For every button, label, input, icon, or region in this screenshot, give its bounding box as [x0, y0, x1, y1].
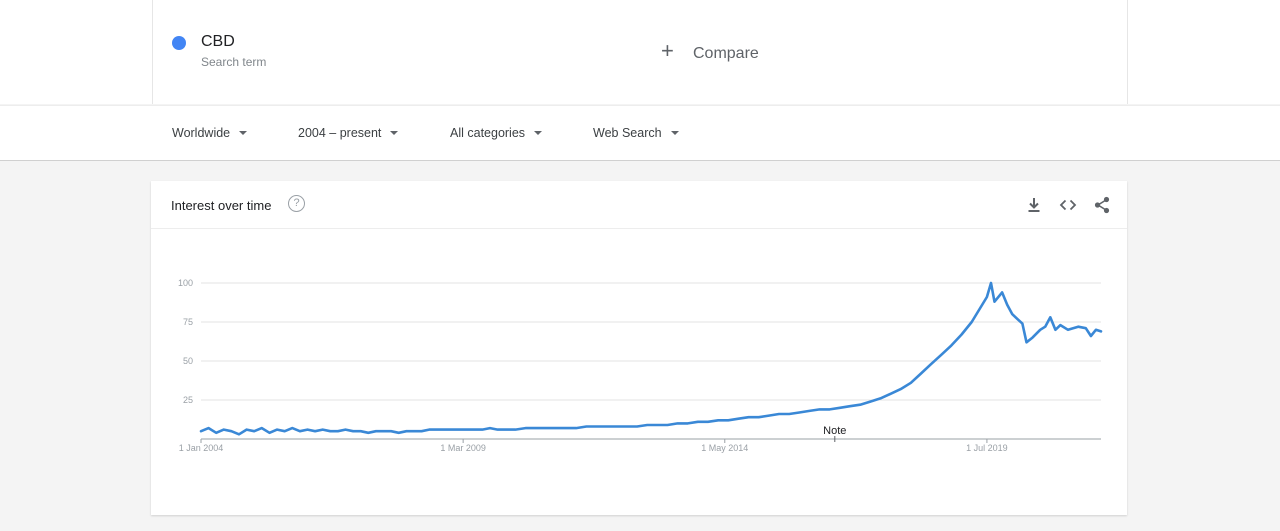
y-tick-label: 25	[183, 395, 193, 405]
plus-icon: +	[661, 38, 674, 63]
y-tick-label: 75	[183, 317, 193, 327]
download-icon[interactable]	[1024, 195, 1044, 215]
filter-time-label: 2004 – present	[298, 126, 382, 140]
panel-title: Interest over time	[171, 198, 272, 213]
search-term-subtitle: Search term	[201, 55, 267, 69]
search-term-color-dot	[172, 36, 186, 50]
interest-over-time-panel: Interest over time ? 25 50 75 100 1 Jan 2004…	[151, 181, 1127, 515]
x-tick-label: 1 May 2014	[701, 443, 748, 453]
caret-down-icon	[534, 131, 543, 135]
filter-search-type-label: Web Search	[593, 126, 662, 140]
filter-category-label: All categories	[450, 126, 526, 140]
compare-label: Compare	[693, 45, 759, 62]
x-tick-label: 1 Jul 2019	[966, 443, 1008, 453]
x-tick-label: 1 Mar 2009	[440, 443, 486, 453]
filter-category-dropdown[interactable]: All categories	[450, 126, 543, 140]
share-icon[interactable]	[1092, 195, 1112, 215]
series-line	[199, 281, 1103, 436]
filter-time-dropdown[interactable]: 2004 – present	[298, 126, 399, 140]
embed-code-icon[interactable]	[1058, 195, 1078, 215]
help-icon[interactable]: ?	[288, 195, 305, 212]
caret-down-icon	[239, 131, 248, 135]
filter-region-dropdown[interactable]: Worldwide	[172, 126, 248, 140]
search-header: CBD Search term + Compare	[0, 0, 1280, 104]
note-annotation: Note	[823, 425, 846, 437]
y-tick-label: 100	[178, 278, 193, 288]
search-term-card[interactable]: CBD Search term	[152, 0, 640, 104]
search-term-name[interactable]: CBD	[201, 33, 235, 50]
x-tick-label: 1 Jan 2004	[179, 443, 224, 453]
filter-bar: Worldwide 2004 – present All categories …	[0, 105, 1280, 161]
caret-down-icon	[670, 131, 679, 135]
compare-button[interactable]: + Compare	[639, 0, 1128, 104]
panel-header: Interest over time ?	[151, 181, 1127, 229]
filter-search-type-dropdown[interactable]: Web Search	[593, 126, 679, 140]
filter-region-label: Worldwide	[172, 126, 231, 140]
y-tick-label: 50	[183, 356, 193, 366]
caret-down-icon	[390, 131, 399, 135]
interest-line-chart: 25 50 75 100 1 Jan 2004 1 Mar 2009 1 May 2014 1…	[178, 278, 1103, 453]
